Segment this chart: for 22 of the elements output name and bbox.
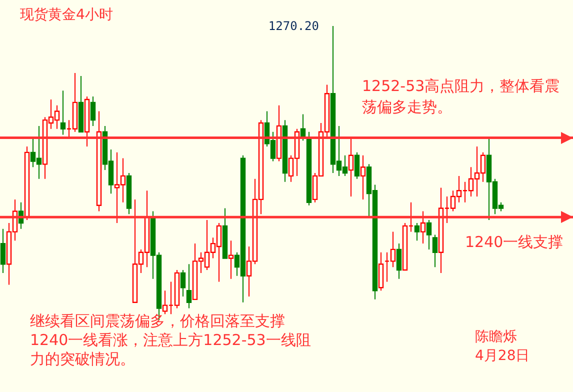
annotation: 继续看区间震荡偏多，价格回落至支撑1240一线看涨，注意上方1252-53一线阻力的突破情况。 [30, 312, 312, 369]
annotation: 1270.20 [268, 19, 319, 33]
candlestick [414, 222, 420, 242]
legend-label: 1240一线支撑 [465, 233, 564, 252]
candlestick [186, 264, 192, 309]
candlestick [420, 210, 426, 244]
candlestick [90, 96, 96, 126]
chart-title: 现货黄金4小时 [20, 6, 113, 24]
candlestick [378, 252, 384, 292]
candlestick [60, 90, 66, 136]
candlestick [360, 154, 366, 200]
candlestick [228, 240, 234, 280]
ref-line-label: 1252-53高点阻力，整体看震荡偏多走势。 [362, 76, 561, 118]
candlestick [354, 152, 360, 180]
candlestick [426, 220, 432, 250]
text: 4月28日 [475, 347, 530, 365]
candlestick [0, 228, 6, 274]
candlestick [348, 137, 354, 198]
candlestick [396, 243, 402, 280]
text: 陈瞻烁 [475, 328, 517, 346]
candlestick [432, 234, 438, 268]
candlestick [180, 270, 186, 297]
